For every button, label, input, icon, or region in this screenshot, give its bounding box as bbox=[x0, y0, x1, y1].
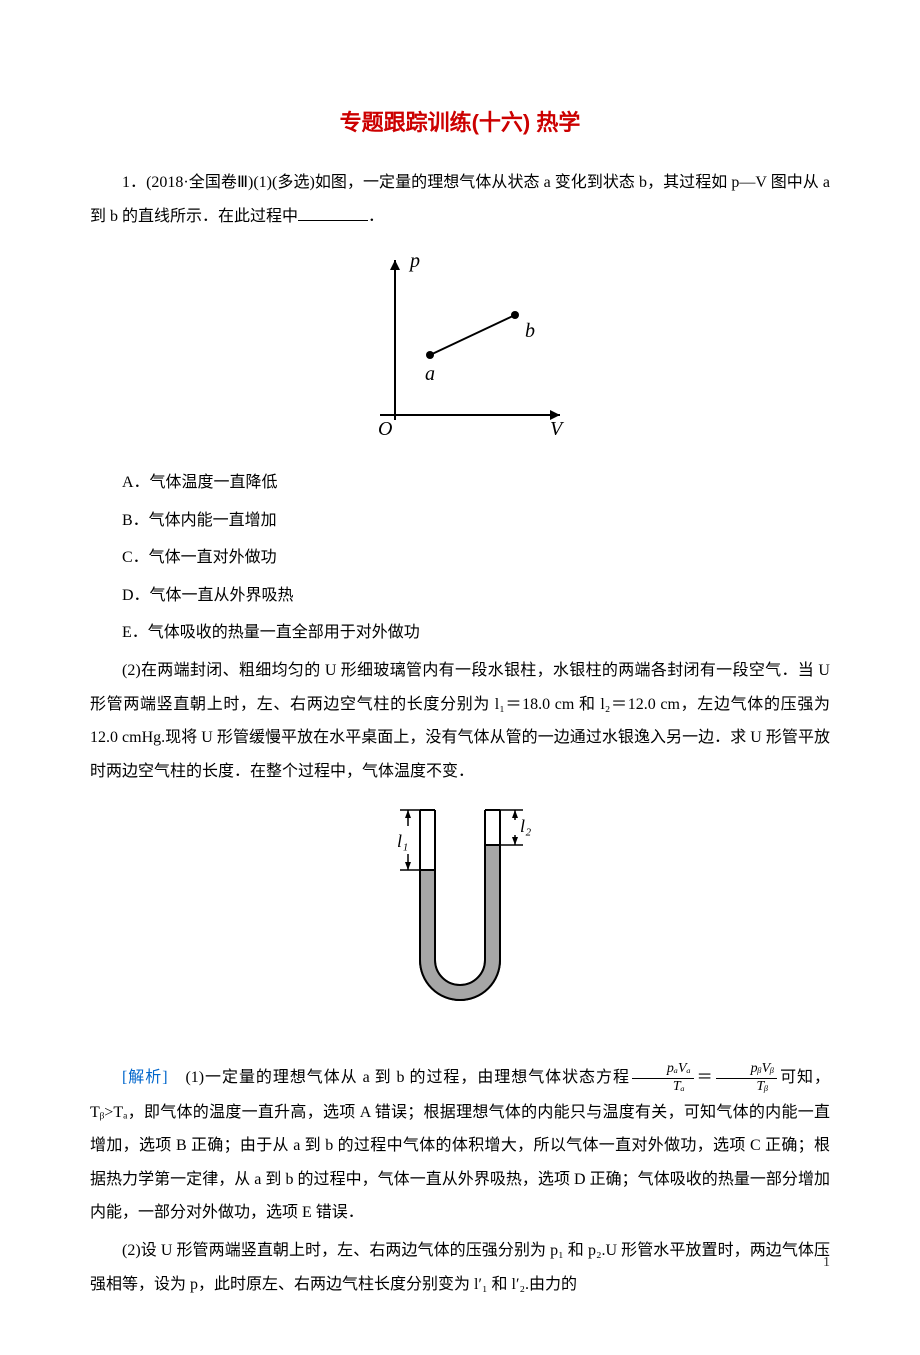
frac-right-num: pᵦVᵦ bbox=[716, 1061, 778, 1079]
point-b-dot bbox=[511, 311, 519, 319]
pv-diagram: a b p V O bbox=[340, 245, 580, 435]
label-b: b bbox=[525, 320, 535, 342]
utube-inner bbox=[435, 810, 485, 985]
label-p: p bbox=[408, 250, 420, 272]
point-a-dot bbox=[426, 351, 434, 359]
l1-arrow-bot bbox=[405, 862, 411, 870]
l2-arrow-bot bbox=[512, 837, 518, 845]
figure-utube: l₁ l₂ bbox=[90, 800, 830, 1043]
frac-left-den: Tₐ bbox=[632, 1079, 694, 1096]
l2-arrow-top bbox=[512, 810, 518, 818]
solution-p1: [解析] (1)一定量的理想气体从 a 到 b 的过程，由理想气体状态方程pₐV… bbox=[90, 1061, 830, 1230]
label-a: a bbox=[425, 363, 435, 385]
utube-diagram: l₁ l₂ bbox=[375, 800, 545, 1030]
solution-p2: (2)设 U 形管两端竖直朝上时，左、右两边气体的压强分别为 p₁ 和 p₂.U… bbox=[90, 1234, 830, 1301]
option-c: C．气体一直对外做功 bbox=[90, 541, 830, 575]
solution-label: [解析] bbox=[122, 1069, 168, 1086]
q1-intro-period: ． bbox=[368, 208, 384, 225]
frac-right-den: Tᵦ bbox=[716, 1079, 778, 1096]
label-l1: l₁ bbox=[397, 831, 408, 851]
frac-right: pᵦVᵦTᵦ bbox=[716, 1061, 778, 1096]
line-ab bbox=[430, 315, 515, 355]
l1-arrow-top bbox=[405, 810, 411, 818]
y-arrow bbox=[390, 260, 400, 270]
doc-title: 专题跟踪训练(十六) 热学 bbox=[90, 100, 830, 146]
frac-left: pₐVₐTₐ bbox=[632, 1061, 694, 1096]
option-a: A．气体温度一直降低 bbox=[90, 466, 830, 500]
q1-intro-text: 1．(2018·全国卷Ⅲ)(1)(多选)如图，一定量的理想气体从状态 a 变化到… bbox=[90, 174, 830, 225]
option-e: E．气体吸收的热量一直全部用于对外做功 bbox=[90, 616, 830, 650]
page-number: 1 bbox=[823, 1248, 830, 1277]
q2-text: (2)在两端封闭、粗细均匀的 U 形细玻璃管内有一段水银柱，水银柱的两端各封闭有… bbox=[90, 654, 830, 788]
figure-pv: a b p V O bbox=[90, 245, 830, 448]
option-d: D．气体一直从外界吸热 bbox=[90, 579, 830, 613]
label-o: O bbox=[378, 418, 392, 435]
q1-intro: 1．(2018·全国卷Ⅲ)(1)(多选)如图，一定量的理想气体从状态 a 变化到… bbox=[90, 166, 830, 233]
frac-left-num: pₐVₐ bbox=[632, 1061, 694, 1079]
option-b: B．气体内能一直增加 bbox=[90, 504, 830, 538]
blank-field bbox=[298, 205, 368, 221]
label-v: V bbox=[550, 418, 565, 435]
solution-p1-before: (1)一定量的理想气体从 a 到 b 的过程，由理想气体状态方程 bbox=[168, 1069, 630, 1086]
utube-inner-redraw bbox=[435, 845, 485, 985]
label-l2: l₂ bbox=[520, 816, 531, 836]
mercury-fill bbox=[420, 845, 500, 1000]
